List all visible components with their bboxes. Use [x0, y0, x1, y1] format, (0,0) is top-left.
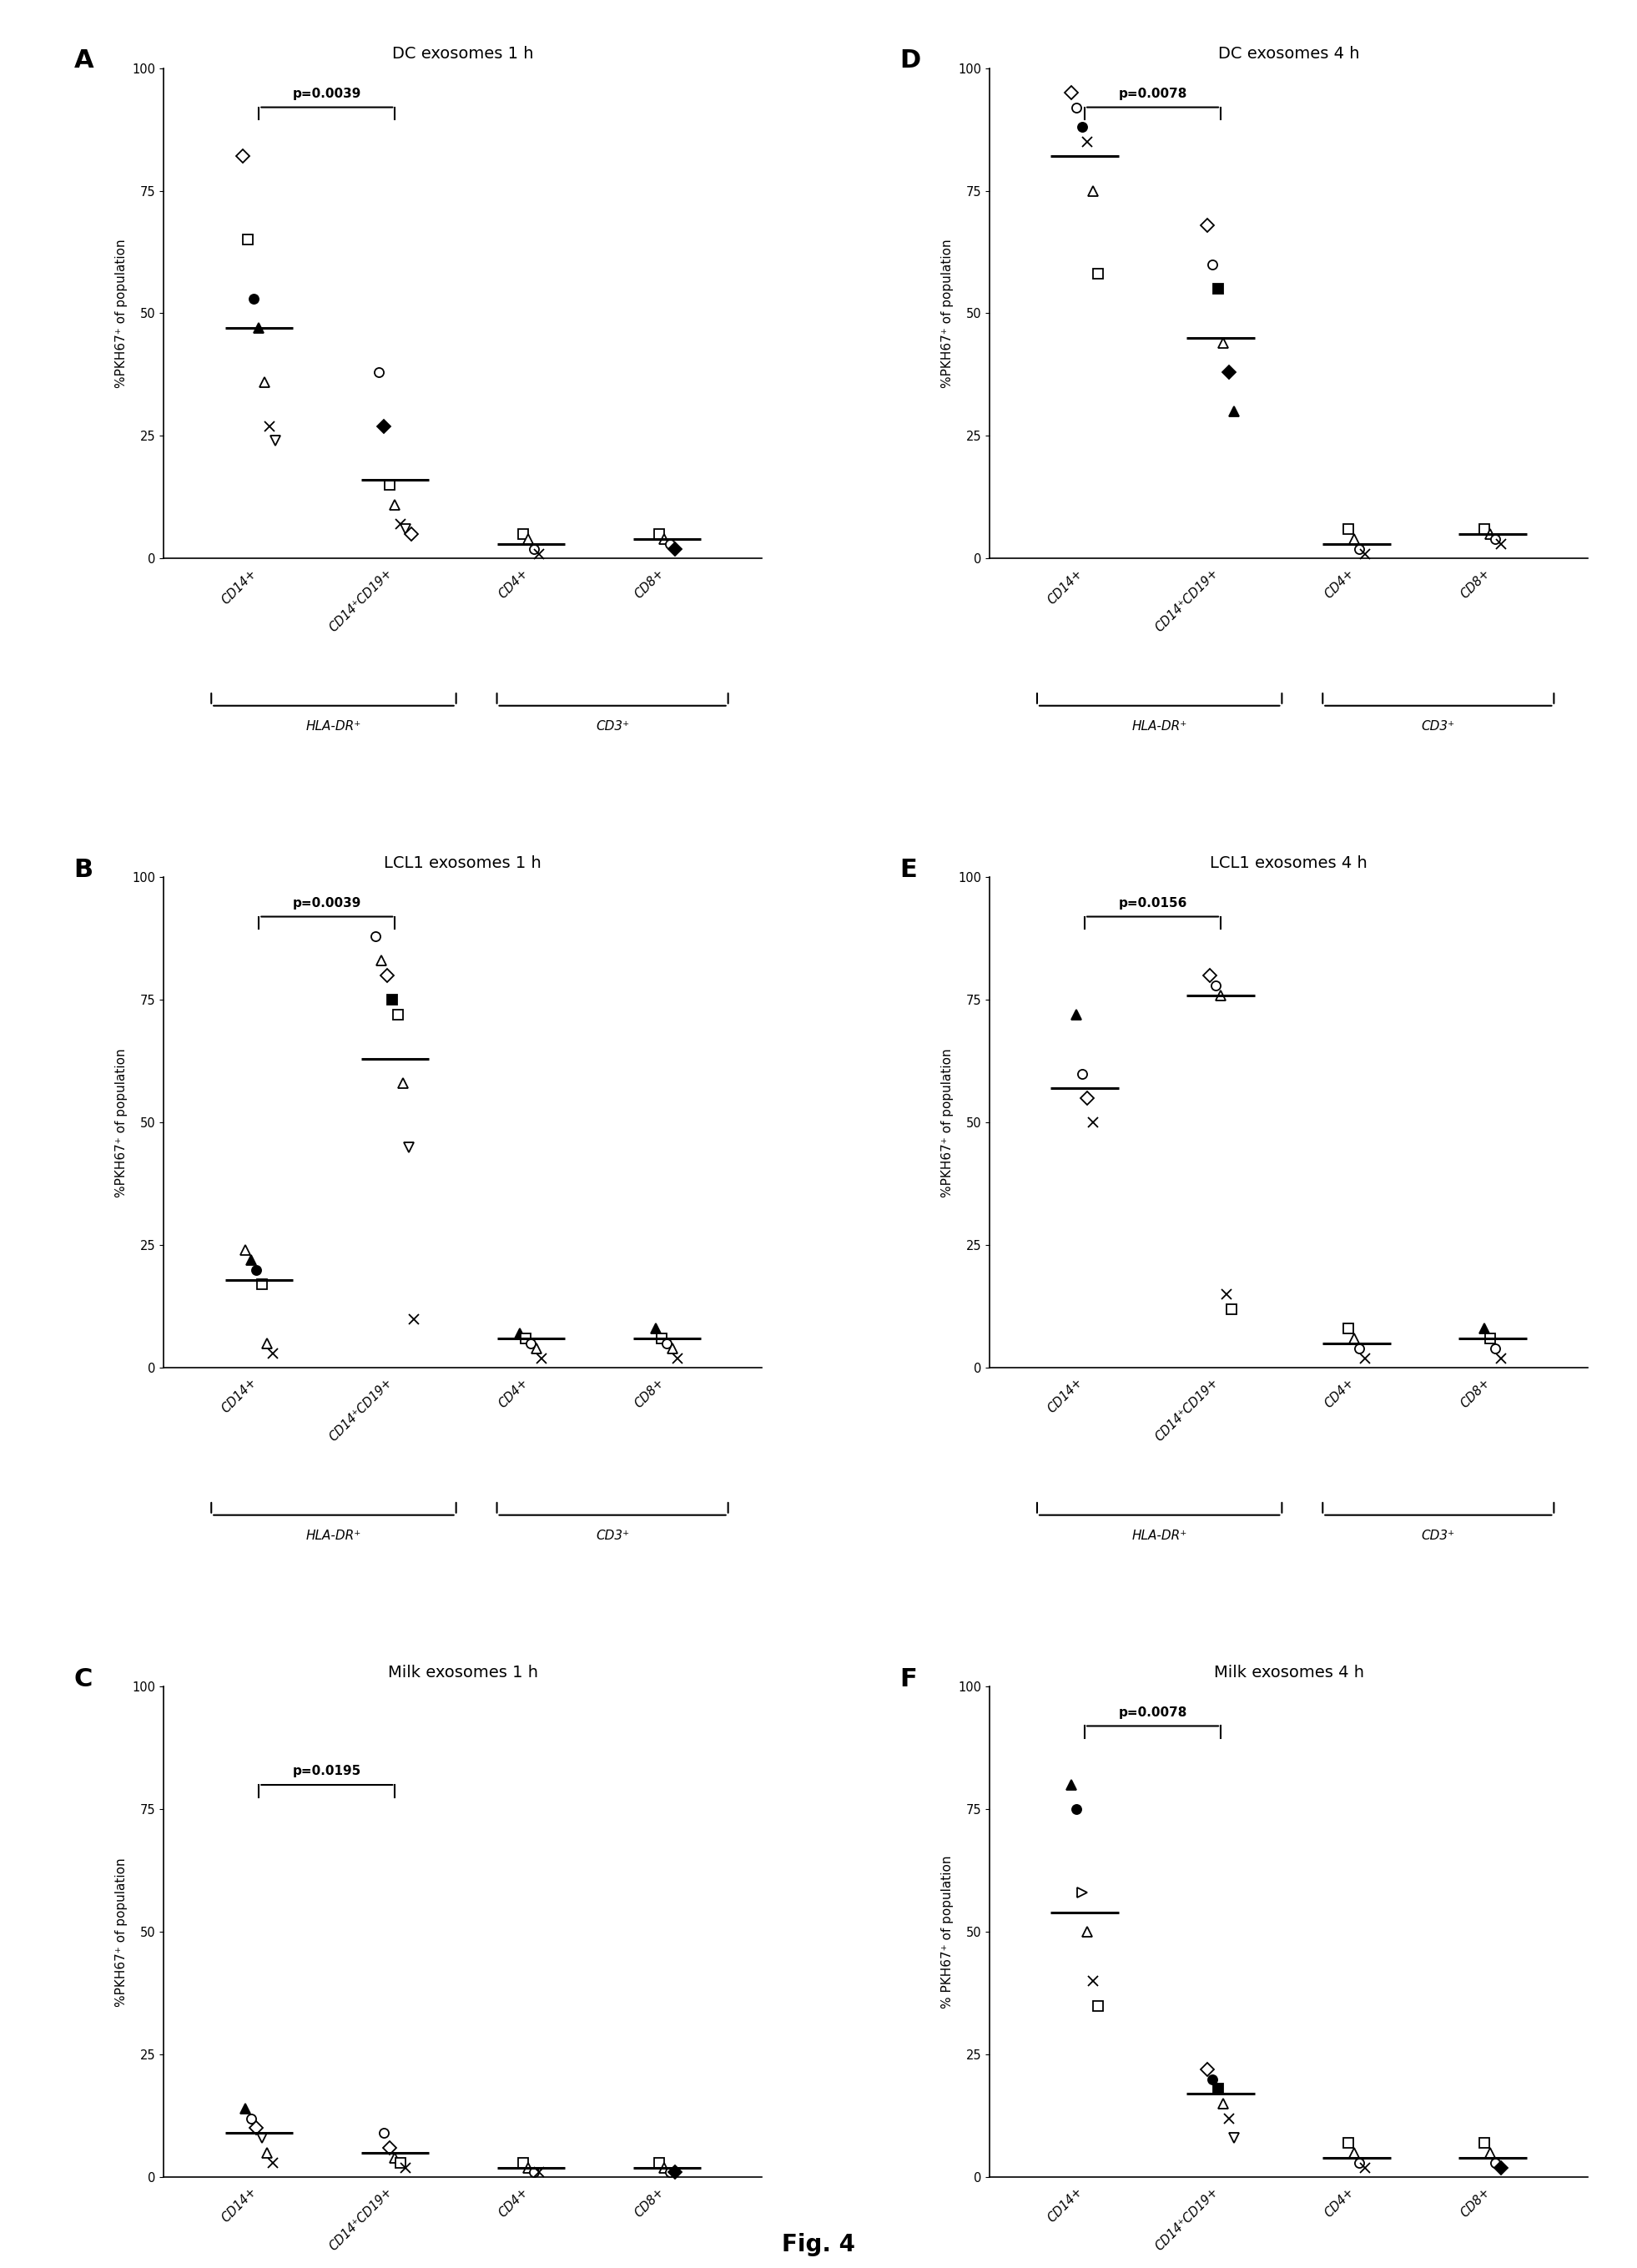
Text: F: F	[900, 1667, 917, 1692]
Text: Fig. 4: Fig. 4	[782, 2234, 855, 2257]
Title: Milk exosomes 4 h: Milk exosomes 4 h	[1213, 1665, 1364, 1681]
Text: HLA-DR⁺: HLA-DR⁺	[306, 721, 362, 733]
Text: C: C	[74, 1667, 93, 1692]
Title: DC exosomes 1 h: DC exosomes 1 h	[393, 45, 534, 61]
Y-axis label: %PKH67⁺ of population: %PKH67⁺ of population	[941, 238, 953, 388]
Title: LCL1 exosomes 1 h: LCL1 exosomes 1 h	[385, 855, 542, 871]
Text: p=0.0156: p=0.0156	[1118, 896, 1187, 909]
Title: DC exosomes 4 h: DC exosomes 4 h	[1218, 45, 1359, 61]
Text: p=0.0039: p=0.0039	[293, 88, 362, 100]
Y-axis label: % PKH67⁺ of population: % PKH67⁺ of population	[941, 1855, 953, 2009]
Y-axis label: %PKH67⁺ of population: %PKH67⁺ of population	[115, 238, 128, 388]
Y-axis label: %PKH67⁺ of population: %PKH67⁺ of population	[115, 1048, 128, 1198]
Text: CD3⁺: CD3⁺	[1421, 1531, 1455, 1542]
Text: B: B	[74, 857, 93, 882]
Text: p=0.0078: p=0.0078	[1118, 1706, 1187, 1719]
Y-axis label: %PKH67⁺ of population: %PKH67⁺ of population	[115, 1857, 128, 2007]
Text: HLA-DR⁺: HLA-DR⁺	[306, 1531, 362, 1542]
Text: CD3⁺: CD3⁺	[596, 721, 629, 733]
Text: HLA-DR⁺: HLA-DR⁺	[1131, 721, 1187, 733]
Title: Milk exosomes 1 h: Milk exosomes 1 h	[388, 1665, 539, 1681]
Text: p=0.0039: p=0.0039	[293, 896, 362, 909]
Y-axis label: %PKH67⁺ of population: %PKH67⁺ of population	[941, 1048, 953, 1198]
Text: CD3⁺: CD3⁺	[1421, 721, 1455, 733]
Text: CD3⁺: CD3⁺	[596, 1531, 629, 1542]
Text: p=0.0195: p=0.0195	[293, 1765, 362, 1778]
Text: HLA-DR⁺: HLA-DR⁺	[1131, 1531, 1187, 1542]
Text: p=0.0078: p=0.0078	[1118, 88, 1187, 100]
Text: A: A	[74, 48, 93, 73]
Title: LCL1 exosomes 4 h: LCL1 exosomes 4 h	[1210, 855, 1367, 871]
Text: E: E	[900, 857, 917, 882]
Text: D: D	[900, 48, 920, 73]
